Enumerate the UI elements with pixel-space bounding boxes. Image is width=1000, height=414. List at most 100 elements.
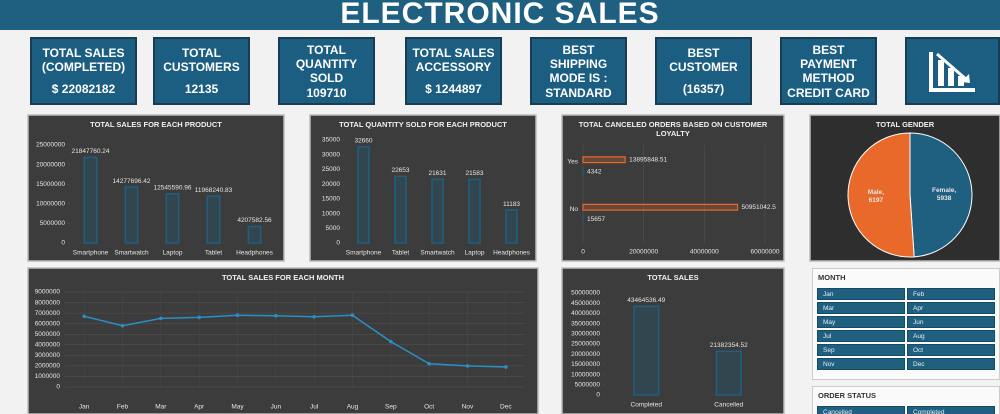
bar	[247, 225, 262, 244]
bar	[83, 156, 98, 244]
bar	[582, 203, 739, 211]
line	[83, 314, 506, 368]
chart-panel	[309, 114, 537, 262]
slicer-button[interactable]: Completed	[907, 406, 995, 414]
kpi-card: TOTAL SALES ACCESSORY $ 1244897	[405, 37, 502, 105]
y-tick-label: 0	[336, 240, 340, 247]
bar	[357, 146, 370, 244]
slicer-button[interactable]: Jul	[817, 330, 905, 342]
x-tick-label: Jun	[271, 404, 282, 411]
slicer-button[interactable]: Cancelled	[817, 406, 905, 414]
line-marker	[465, 364, 470, 368]
x-tick-label: Cancelled	[714, 402, 743, 409]
kpi-label: TOTAL SALES ACCESSORY	[412, 46, 495, 74]
kpi-card: TOTAL CUSTOMERS 12135	[153, 37, 250, 105]
x-tick-label: Jul	[310, 404, 319, 411]
slicer-button[interactable]: Nov	[817, 358, 905, 370]
kpi-label: BEST CUSTOMER	[669, 46, 738, 74]
x-tick-label: 0	[581, 249, 585, 256]
y-tick-label: 10000000	[36, 201, 65, 208]
slicer-button[interactable]: Jan	[817, 288, 905, 300]
pie-label: Female, 5938	[932, 187, 956, 202]
y-tick-label: 2000000	[35, 363, 61, 370]
kpi-card: TOTAL QUANTITY SOLD 109710	[278, 37, 375, 105]
slicer-title: MONTH	[818, 273, 846, 282]
data-label: 4342	[587, 168, 602, 175]
data-label: 43464536.49	[627, 297, 665, 304]
slicer-button[interactable]: Aug	[907, 330, 995, 342]
slicer-button[interactable]: Sep	[817, 344, 905, 356]
kpi-value: 109710	[306, 85, 347, 100]
slicer-button[interactable]: Jun	[907, 316, 995, 328]
y-tick-label: 15000	[322, 196, 340, 203]
bar	[715, 350, 742, 396]
y-tick-label: 1000000	[35, 373, 61, 380]
bar	[124, 186, 139, 244]
y-tick-label: 30000	[322, 151, 340, 158]
y-tick-label: 50000000	[571, 290, 600, 297]
chart-title: TOTAL SALES FOR EACH MONTH	[221, 273, 345, 282]
y-tick-label: 10000000	[571, 371, 600, 378]
kpi-card: TOTAL SALES (COMPLETED) $ 22082182	[30, 37, 137, 105]
y-tick-label: 20000	[322, 181, 340, 188]
y-tick-label: 5000000	[35, 331, 61, 338]
chart-title: TOTAL QUANTITY SOLD FOR EACH PRODUCT	[339, 120, 507, 129]
kpi-label: BEST PAYMENT METHOD	[800, 42, 857, 85]
chart-title: TOTAL SALES	[647, 273, 699, 282]
x-tick-label: 20000000	[629, 249, 658, 256]
bar	[582, 156, 626, 164]
y-tick-label: 6000000	[35, 320, 61, 327]
slicer-button[interactable]: Oct	[907, 344, 995, 356]
slicer-title: ORDER STATUS	[818, 391, 877, 400]
slicer-panel: ORDER STATUS Cancelled Completed	[812, 386, 1000, 414]
x-tick-label: Headphones	[493, 250, 531, 257]
x-tick-label: Aug	[347, 404, 359, 411]
x-tick-label: Jan	[79, 404, 90, 411]
x-tick-label: Smartphone	[73, 250, 109, 257]
kpi-label: TOTAL CUSTOMERS	[163, 46, 240, 74]
slicer-button[interactable]: May	[817, 316, 905, 328]
slicer-button[interactable]: Dec	[907, 358, 995, 370]
chart-title: TOTAL CANCELED ORDERS BASED ON CUSTOMER …	[578, 120, 768, 138]
pie-label-line: 5938	[937, 195, 952, 202]
x-tick-label: Headphones	[236, 250, 274, 257]
line-marker	[427, 361, 431, 366]
line-marker	[197, 315, 201, 320]
kpi-card: BEST SHIPPING MODE IS : STANDARD	[530, 37, 627, 105]
y-tick-label: 45000000	[571, 300, 600, 307]
y-tick-label: 35000	[322, 137, 340, 144]
x-tick-label: Feb	[117, 404, 129, 411]
x-tick-label: 60000000	[751, 249, 780, 256]
x-tick-label: Smartwatch	[114, 250, 149, 257]
pie-slice	[909, 132, 973, 258]
slicer-button[interactable]: Mar	[817, 302, 905, 314]
line-marker	[235, 313, 240, 318]
y-tick-label: 7000000	[35, 310, 61, 317]
kpi-card: BEST PAYMENT METHOD CREDIT CARD	[780, 37, 877, 105]
slicer-button[interactable]: Feb	[907, 288, 995, 300]
line-marker	[312, 315, 316, 319]
dashboard-title: ELECTRONIC SALES	[0, 0, 1000, 30]
data-label: 50951042.5	[742, 204, 777, 211]
chart-title: TOTAL GENDER	[875, 120, 935, 129]
kpi-value: $ 22082182	[51, 82, 116, 96]
y-tick-label: 20000000	[571, 351, 600, 358]
data-label: 21631	[428, 170, 446, 177]
kpi-value: 12135	[184, 82, 219, 96]
line-marker	[504, 365, 508, 369]
bar	[633, 305, 660, 396]
chart-panel	[561, 267, 785, 414]
chart-title: TOTAL SALES FOR EACH PRODUCT	[90, 120, 222, 129]
line-marker	[82, 314, 86, 319]
bar	[165, 193, 180, 244]
icon-card	[905, 37, 1000, 105]
chart-panel	[27, 267, 539, 414]
slicer-button[interactable]: Apr	[907, 302, 995, 314]
bar	[206, 195, 221, 244]
x-tick-label: Apr	[194, 404, 205, 411]
kpi-label: TOTAL SALES (COMPLETED)	[41, 46, 126, 74]
pie-label-line: 6197	[869, 197, 884, 204]
data-label: 21583	[465, 170, 483, 177]
x-tick-label: Nov	[462, 404, 474, 411]
